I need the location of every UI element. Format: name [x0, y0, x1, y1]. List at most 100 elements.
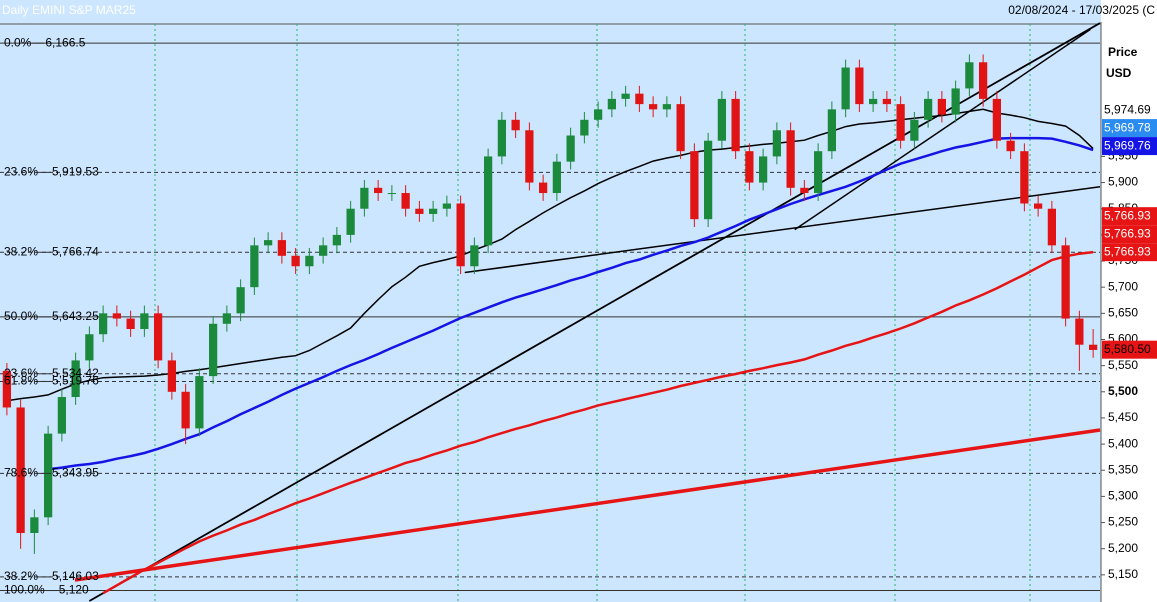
y-tick-label: 5,450	[1108, 410, 1138, 424]
candle-body	[759, 156, 768, 183]
candle-body	[429, 208, 438, 214]
price-label: 5,580.50	[1104, 342, 1151, 356]
chart-title: Daily EMINI S&P MAR25	[2, 3, 136, 17]
candle-body	[456, 203, 465, 267]
fib-pct: 100.0%	[4, 583, 45, 597]
fib-value: 5,919.53	[52, 165, 99, 179]
trendline	[464, 186, 1101, 274]
candle-body	[44, 433, 53, 518]
price-label-box	[1102, 119, 1157, 138]
candle-body	[30, 517, 39, 534]
price-label: 5,766.93	[1104, 208, 1151, 222]
candle-body	[662, 104, 671, 110]
fib-value: 5,120	[59, 583, 89, 597]
candle-body	[841, 67, 850, 110]
candle-body	[250, 245, 259, 288]
fib-pct: 0.0%	[4, 35, 32, 49]
y-tick-label: 5,700	[1108, 279, 1138, 293]
y-tick-label: 5,900	[1108, 175, 1138, 189]
price-label: 5,766.93	[1104, 244, 1151, 258]
price-label-box	[1102, 137, 1157, 156]
fib-pct: 61.8%	[4, 374, 38, 388]
candle-body	[57, 397, 66, 434]
trendline	[794, 28, 1091, 231]
candle-body	[277, 240, 286, 256]
candle-body	[1089, 344, 1098, 350]
candle-body	[992, 98, 1001, 141]
candle-body	[827, 109, 836, 152]
fib-pct: 38.2%	[4, 569, 38, 583]
y-tick-label: 5,550	[1108, 358, 1138, 372]
candle-body	[635, 93, 644, 105]
candle-body	[704, 140, 713, 220]
candle-body	[154, 313, 163, 361]
price-label: 5,974.69	[1104, 102, 1151, 116]
candle-body	[896, 104, 905, 141]
y-tick-label: 5,400	[1108, 436, 1138, 450]
candle-body	[442, 203, 451, 209]
candle-body	[814, 151, 823, 194]
price-label: 5,766.93	[1104, 226, 1151, 240]
candle-body	[786, 130, 795, 188]
trendline	[74, 428, 1101, 582]
candle-body	[497, 119, 506, 157]
fib-pct: 78.6%	[4, 466, 38, 480]
moving-average	[6, 108, 1094, 402]
candle-body	[1061, 245, 1070, 319]
candle-body	[731, 98, 740, 152]
candle-body	[621, 93, 630, 99]
candle-body	[470, 245, 479, 267]
candle-body	[951, 88, 960, 115]
candle-body	[1006, 140, 1015, 152]
candle-body	[1020, 151, 1029, 204]
candle-body	[126, 318, 135, 330]
candle-body	[332, 234, 341, 246]
candle-body	[910, 119, 919, 141]
label-layer: 5,150 5,200 5,250 5,300 5,350 5,400 5,450 5,500…	[4, 35, 1157, 597]
y-tick-label: 5,350	[1108, 462, 1138, 476]
candle-body	[607, 98, 616, 110]
candle-body	[965, 62, 974, 89]
candle-body	[2, 370, 11, 408]
price-label: 5,969.76	[1104, 138, 1151, 152]
candle-body	[924, 98, 933, 120]
price-label-box	[1102, 207, 1157, 226]
candle-body	[264, 240, 273, 246]
price-label-box	[1102, 101, 1157, 120]
fib-pct: 23.6%	[4, 165, 38, 179]
candle-body	[291, 255, 300, 267]
fib-pct: 38.2%	[4, 244, 38, 258]
y-tick-label: 5,200	[1108, 541, 1138, 555]
moving-average	[47, 136, 1094, 471]
candle-body	[209, 323, 218, 377]
price-label-box	[1102, 243, 1157, 262]
candle-body	[800, 187, 809, 194]
price-label-box	[1102, 225, 1157, 244]
candle-body	[676, 104, 685, 152]
candle-body	[772, 130, 781, 157]
candle-body	[937, 98, 946, 115]
fib-value: 5,343.95	[52, 466, 99, 480]
candle-body	[71, 360, 80, 398]
candle-body	[979, 62, 988, 99]
fib-value: 6,166.5	[45, 35, 85, 49]
fib-value: 5,519.76	[52, 374, 99, 388]
candle-body	[236, 287, 245, 314]
candle-body	[222, 313, 231, 324]
candle-body	[374, 187, 383, 194]
candle-body	[387, 193, 396, 195]
candle-body	[1047, 208, 1056, 246]
candle-body	[112, 313, 121, 319]
fib-pct: 23.6%	[4, 366, 38, 380]
candle-body	[99, 313, 108, 335]
candle-body	[140, 313, 149, 330]
candle-body	[869, 98, 878, 105]
candle-body	[525, 130, 534, 183]
candle-body	[401, 193, 410, 209]
candle-body	[511, 119, 520, 131]
candle-body	[360, 187, 369, 209]
candle-body	[16, 407, 25, 534]
plot-layer	[0, 22, 1101, 602]
candle-body	[552, 161, 561, 194]
